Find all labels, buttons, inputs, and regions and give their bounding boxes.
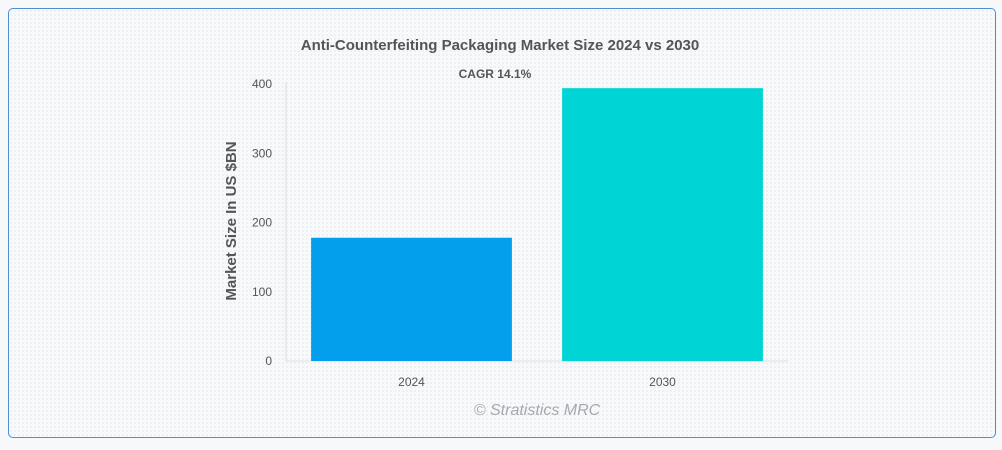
x-ticks: 2024 2030 [398,375,676,389]
y-tick-label: 300 [252,146,272,160]
cagr-annotation: CAGR 14.1% [459,67,532,81]
watermark: © Stratistics MRC [474,402,601,419]
y-tick-label: 400 [252,77,272,91]
bar-2030 [562,88,763,361]
y-axis-label: Market Size In US $BN [223,141,240,300]
y-tick-label: 200 [252,216,272,230]
bars [311,88,763,361]
chart-title: Anti-Counterfeiting Packaging Market Siz… [301,37,699,54]
x-tick-label: 2030 [649,375,676,389]
y-tick-label: 100 [252,285,272,299]
y-tick-label: 0 [265,354,272,368]
chart-frame [8,8,996,438]
bar-2024 [311,237,512,361]
x-tick-label: 2024 [398,375,425,389]
y-ticks: 0 100 200 300 400 [252,77,272,368]
